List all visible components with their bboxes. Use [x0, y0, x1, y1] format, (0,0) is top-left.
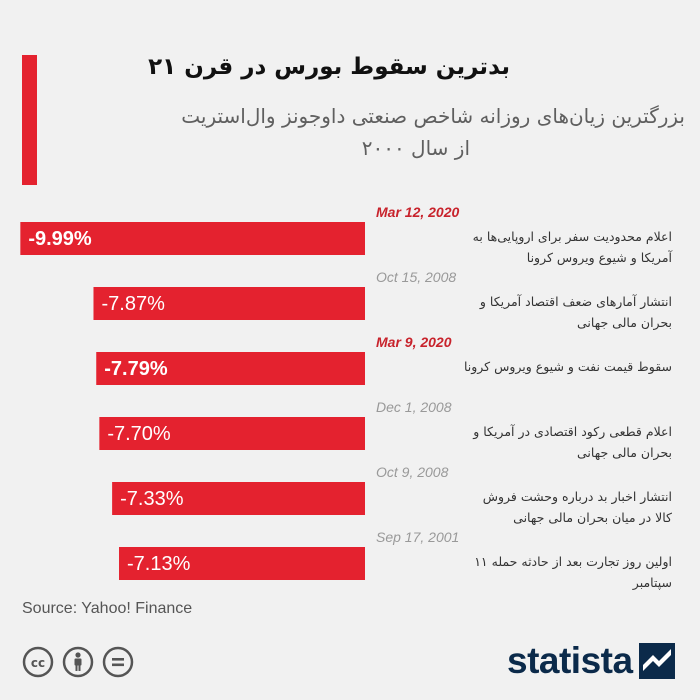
- event-description-line-1: اعلام قطعی رکود اقتصادی در آمریکا و: [472, 424, 672, 440]
- event-description-line-1: سقوط قیمت نفت و شیوع ویروس کرونا: [464, 359, 672, 375]
- statista-logo: statista: [507, 640, 675, 682]
- bar-value-label: -7.13%: [127, 553, 191, 575]
- statista-logo-text: statista: [507, 640, 633, 681]
- bar-value-label: -7.33%: [120, 488, 184, 510]
- event-description-line-1: انتشار اخبار بد درباره وحشت فروش: [483, 489, 672, 505]
- bar-value-label: -9.99%: [28, 228, 92, 250]
- bar-value-label: -7.87%: [101, 293, 165, 315]
- bar: [99, 417, 365, 450]
- bar-date-label: Mar 9, 2020: [376, 334, 452, 350]
- bar: [93, 287, 366, 320]
- svg-text:cc: cc: [31, 656, 45, 670]
- bar: [96, 352, 366, 385]
- bar-value-label: -7.70%: [107, 423, 171, 445]
- bar: [20, 222, 365, 255]
- chart-title: بدترین سقوط بورس در قرن ۲۱: [148, 54, 510, 80]
- event-description-line-1: اولین روز تجارت بعد از حادثه حمله ۱۱: [474, 554, 672, 570]
- bar-chart: -9.99% Mar 12, 2020 اعلام محدودیت سفر برای…: [20, 204, 673, 590]
- event-description-line-2: بحران مالی جهانی: [577, 315, 672, 331]
- bar-date-label: Mar 12, 2020: [376, 204, 459, 220]
- no-derivatives-icon: [102, 646, 134, 678]
- bar: [119, 547, 365, 580]
- event-description-line-2: کالا در میان بحران مالی جهانی: [513, 510, 672, 526]
- event-description-line-2: آمریکا و شیوع ویروس کرونا: [527, 250, 673, 266]
- event-description-line-2: بحران مالی جهانی: [577, 445, 672, 461]
- bar-value-label: -7.79%: [104, 358, 168, 380]
- bar: [112, 482, 366, 515]
- bar-date-label: Oct 9, 2008: [376, 464, 449, 480]
- source-note: Source: Yahoo! Finance: [22, 600, 193, 617]
- bar-date-label: Sep 17, 2001: [376, 529, 459, 545]
- subtitle-line-1: بزرگترین زیان‌های روزانه شاخص صنعتی داوج…: [181, 104, 685, 128]
- statista-logo-icon: [638, 643, 675, 679]
- bar-date-label: Oct 15, 2008: [376, 269, 456, 285]
- event-description-line-1: انتشار آمارهای ضعف اقتصاد آمریکا و: [479, 294, 672, 310]
- license-icons: cc: [22, 646, 134, 678]
- attribution-icon: [62, 646, 94, 678]
- subtitle-line-2: از سال ۲۰۰۰: [361, 136, 470, 160]
- bar-date-label: Dec 1, 2008: [376, 399, 452, 415]
- event-description-line-1: اعلام محدودیت سفر برای اروپایی‌ها به: [473, 229, 672, 245]
- cc-icon: cc: [22, 646, 54, 678]
- event-description-line-2: سپتامبر: [632, 575, 672, 590]
- title-accent-bar: [22, 55, 37, 185]
- chart-subtitle: بزرگترین زیان‌های روزانه شاخص صنعتی داوج…: [60, 100, 685, 164]
